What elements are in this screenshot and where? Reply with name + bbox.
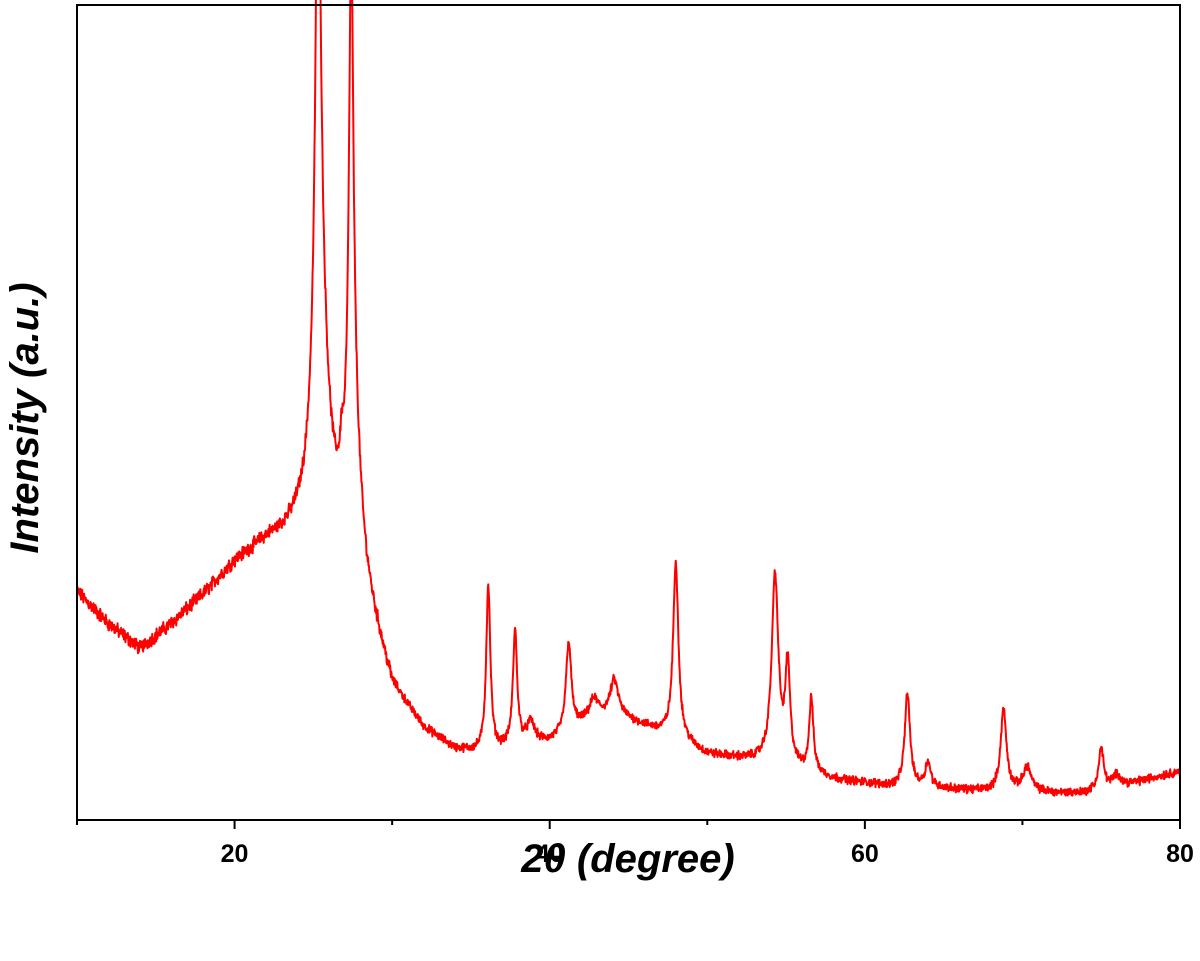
plot-frame	[76, 4, 1181, 821]
plot-area	[76, 0, 1181, 797]
x-tick-label: 40	[536, 840, 564, 868]
axes: 20 40 60 80	[76, 4, 1194, 868]
x-tick-label: 80	[1166, 840, 1194, 868]
x-axis-title: 2θ (degree)	[520, 837, 734, 881]
x-tick-label: 20	[221, 840, 249, 868]
y-axis-title: Intensity (a.u.)	[3, 282, 47, 553]
xrd-pattern-line	[76, 0, 1181, 797]
x-tick-label: 60	[851, 840, 879, 868]
